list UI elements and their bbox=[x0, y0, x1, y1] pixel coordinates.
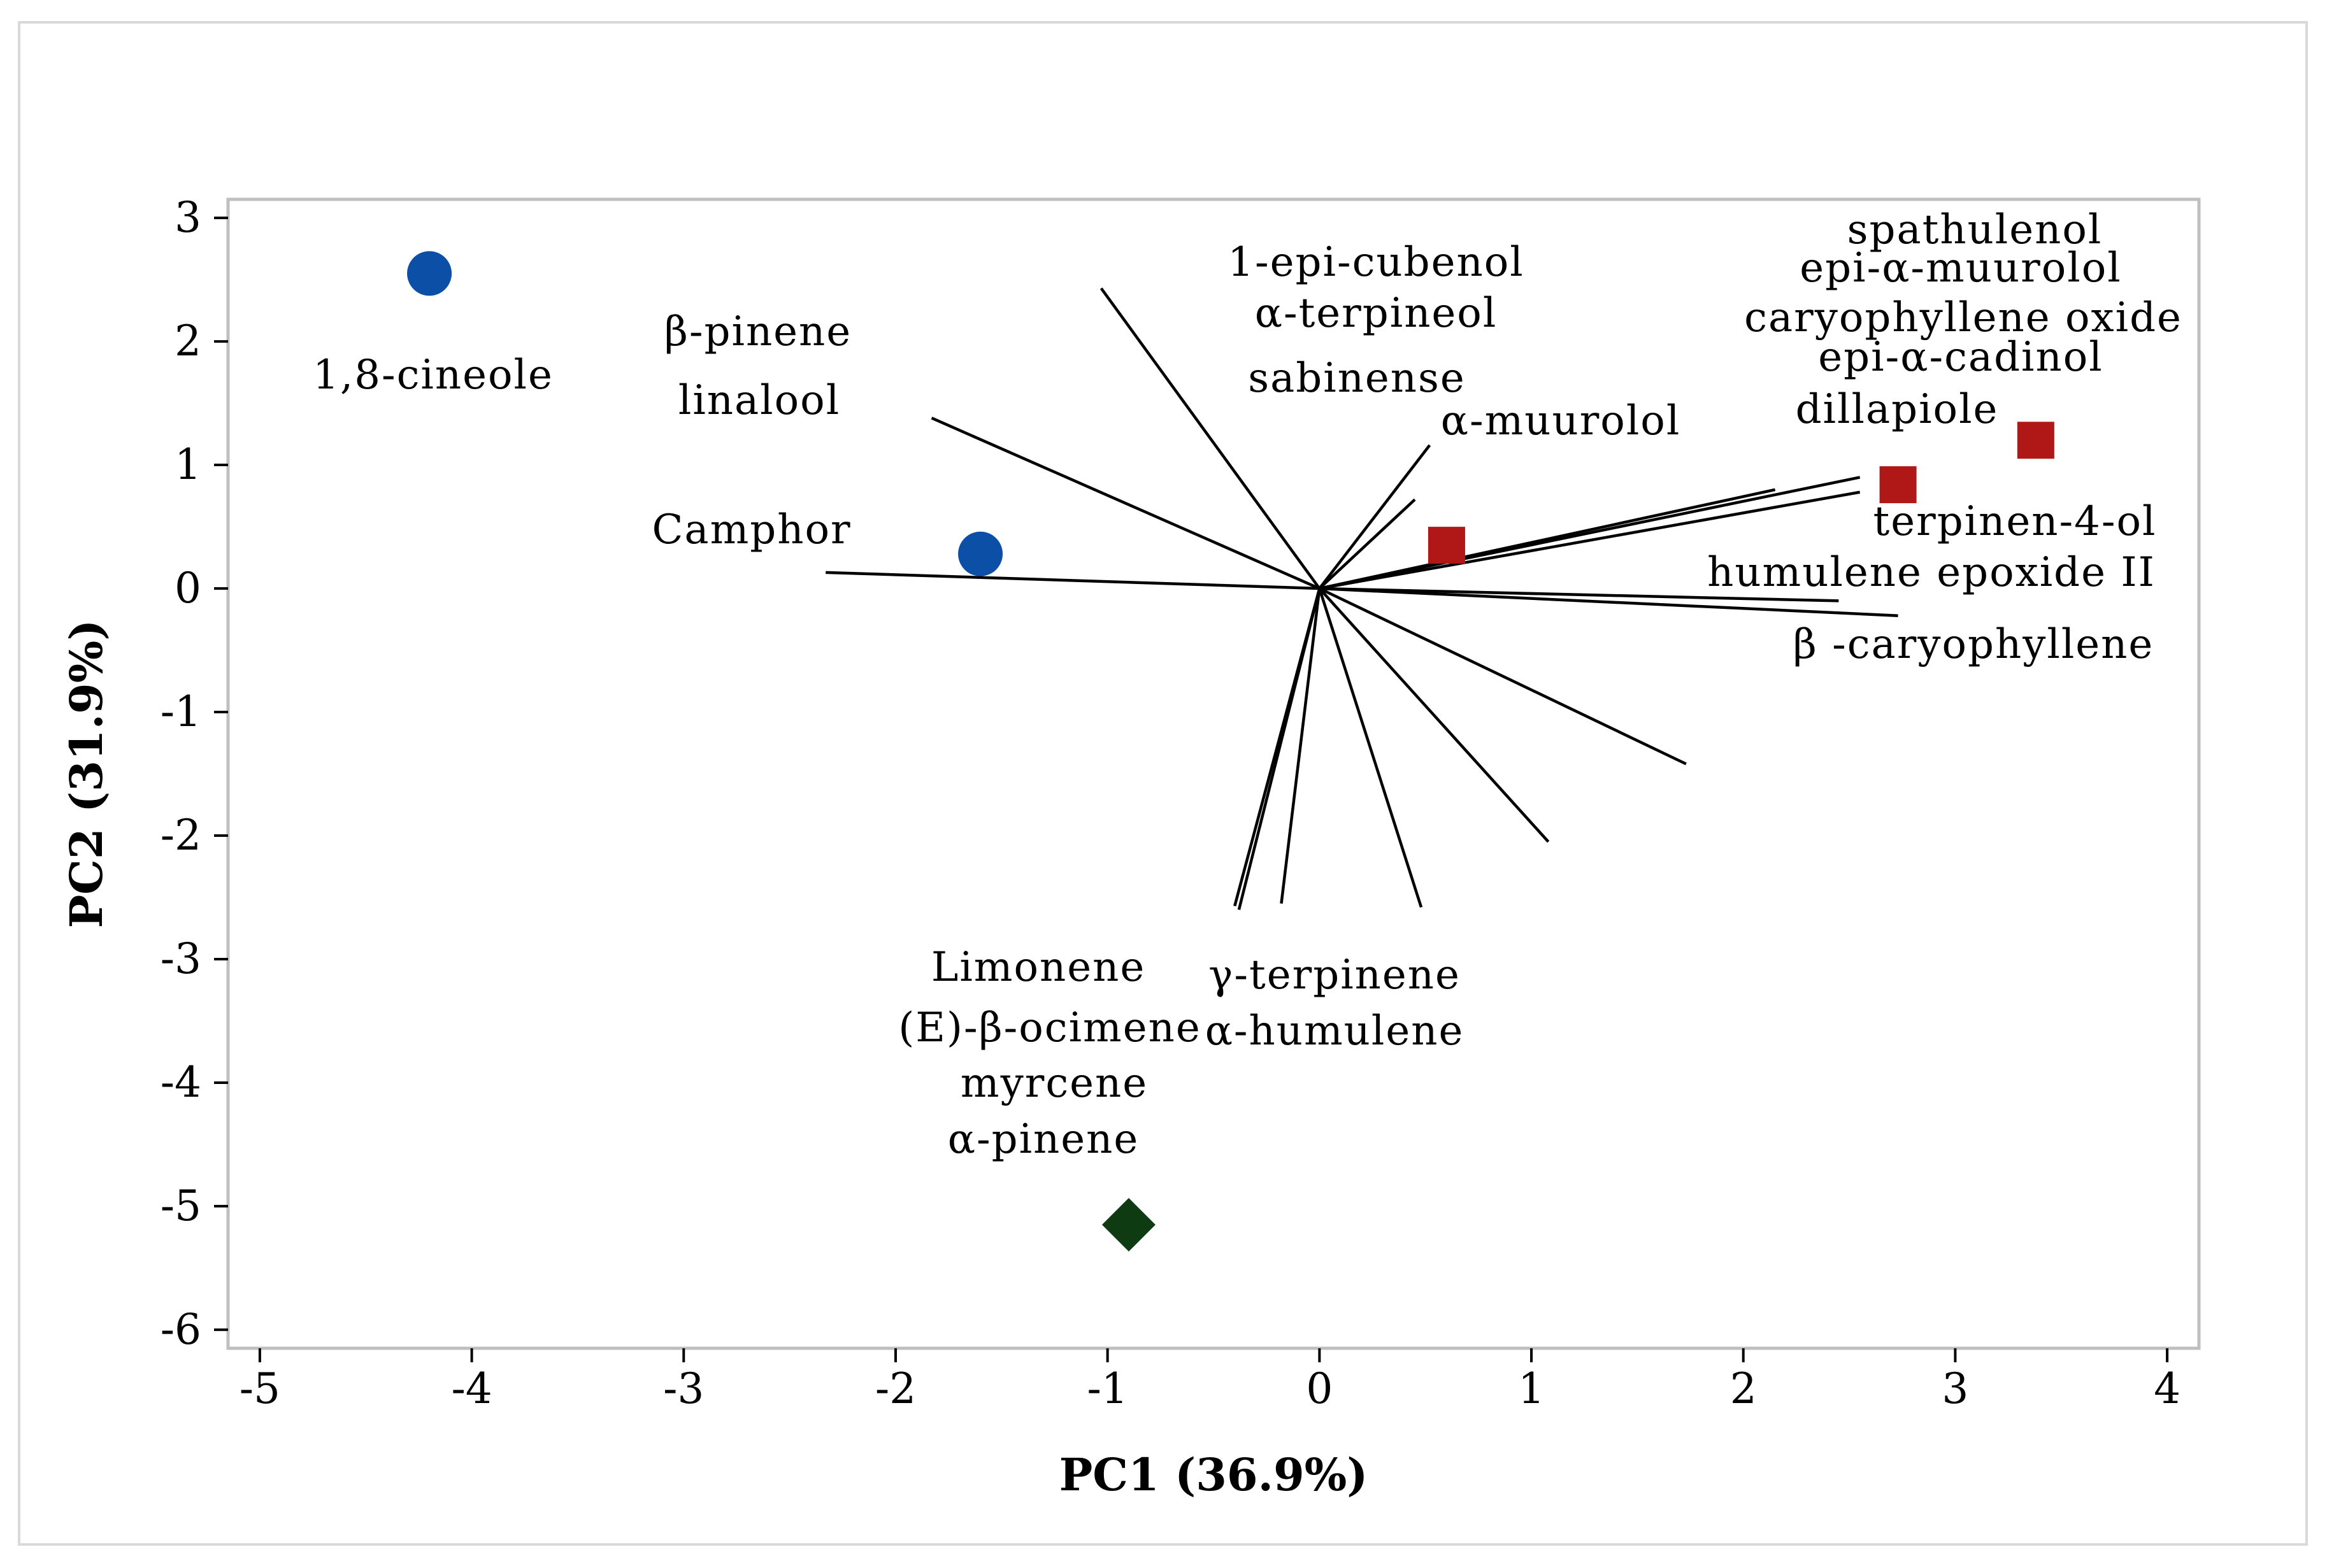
loading-vector bbox=[1280, 588, 1321, 904]
variable-label: 1,8-cineole bbox=[313, 352, 554, 399]
variable-label: epi-α-cadinol bbox=[1818, 334, 2103, 381]
circle-point bbox=[958, 531, 1003, 576]
y-axis-title: PC2 (31.9%) bbox=[60, 620, 113, 929]
variable-label: myrcene bbox=[961, 1060, 1148, 1107]
variable-label: Camphor bbox=[652, 506, 851, 553]
variable-label: caryophyllene oxide bbox=[1744, 294, 2182, 341]
variable-label: spathulenol bbox=[1847, 206, 2103, 253]
x-tick-label: -5 bbox=[240, 1364, 280, 1413]
square-point bbox=[1879, 466, 1917, 504]
variable-label: linalool bbox=[678, 377, 840, 424]
variable-label: epi-α-muurolol bbox=[1800, 245, 2122, 292]
variable-labels: 1,8-cineole β-pinene linalool Camphor 1-epi-… bbox=[313, 206, 2182, 1163]
loading-vector bbox=[1318, 444, 1431, 590]
variable-label: α-terpineol bbox=[1255, 290, 1498, 337]
x-tick-label: 3 bbox=[1942, 1364, 1968, 1413]
loading-vectors bbox=[826, 287, 1898, 910]
loading-vector bbox=[1318, 588, 1423, 908]
y-tick-label: 1 bbox=[175, 440, 201, 489]
circle-point bbox=[407, 251, 452, 296]
y-tick-label: 2 bbox=[175, 317, 201, 366]
variable-label: (E)-β-ocimene bbox=[898, 1004, 1201, 1051]
x-axis-title: PC1 (36.9%) bbox=[1059, 1448, 1368, 1501]
loading-vector bbox=[1318, 587, 1550, 843]
x-tick-label: -4 bbox=[451, 1364, 492, 1413]
y-tick-label: 0 bbox=[175, 564, 201, 613]
loading-vector bbox=[1233, 588, 1321, 907]
variable-label: sabinense bbox=[1248, 355, 1465, 402]
loading-vector bbox=[1319, 587, 1687, 766]
y-tick-label: -6 bbox=[161, 1305, 201, 1354]
x-tick-label: -1 bbox=[1087, 1364, 1128, 1413]
loading-vector bbox=[1319, 587, 1839, 602]
variable-label: dillapiole bbox=[1796, 386, 1999, 433]
variable-label: α-pinene bbox=[948, 1116, 1139, 1163]
variable-label: Limonene bbox=[931, 944, 1145, 991]
y-tick-label: -1 bbox=[161, 687, 201, 736]
diamond-point bbox=[1101, 1198, 1156, 1252]
loading-vector bbox=[1319, 476, 1861, 590]
y-axis: 3 2 1 0 -1 -2 -3 -4 -5 -6 bbox=[161, 193, 228, 1354]
loading-vector bbox=[1319, 490, 1861, 590]
loading-vector bbox=[1318, 498, 1416, 590]
y-tick-label: -3 bbox=[161, 934, 201, 983]
variable-label: α-muurolol bbox=[1441, 397, 1681, 445]
loading-vector bbox=[826, 571, 1320, 590]
plot-area-frame bbox=[226, 197, 2201, 1350]
square-point bbox=[2017, 422, 2054, 459]
x-tick-label: 4 bbox=[2154, 1364, 2180, 1413]
variable-label: humulene epoxide II bbox=[1707, 549, 2156, 596]
variable-label: β-pinene bbox=[664, 308, 852, 355]
x-axis: -5 -4 -3 -2 -1 0 1 2 3 4 bbox=[240, 1348, 2180, 1413]
x-tick-label: 0 bbox=[1306, 1364, 1333, 1413]
loading-vector bbox=[931, 417, 1321, 590]
variable-label: γ-terpinene bbox=[1208, 951, 1461, 999]
y-tick-label: -4 bbox=[161, 1058, 201, 1107]
y-tick-label: -5 bbox=[161, 1181, 201, 1230]
x-tick-label: -3 bbox=[663, 1364, 704, 1413]
loading-vector bbox=[1099, 287, 1321, 590]
y-tick-label: 3 bbox=[175, 193, 201, 242]
loading-vector bbox=[1319, 587, 1898, 617]
variable-label: terpinen-4-ol bbox=[1873, 498, 2157, 545]
variable-label: 1-epi-cubenol bbox=[1228, 239, 1524, 286]
x-tick-label: -2 bbox=[875, 1364, 916, 1413]
figure-frame bbox=[18, 21, 2308, 1546]
y-tick-label: -2 bbox=[161, 811, 201, 860]
score-points bbox=[407, 251, 2054, 1252]
x-tick-label: 2 bbox=[1730, 1364, 1757, 1413]
variable-label: β -caryophyllene bbox=[1793, 621, 2154, 668]
variable-label: α-humulene bbox=[1205, 1008, 1464, 1055]
square-point bbox=[1428, 527, 1465, 564]
x-tick-label: 1 bbox=[1518, 1364, 1545, 1413]
